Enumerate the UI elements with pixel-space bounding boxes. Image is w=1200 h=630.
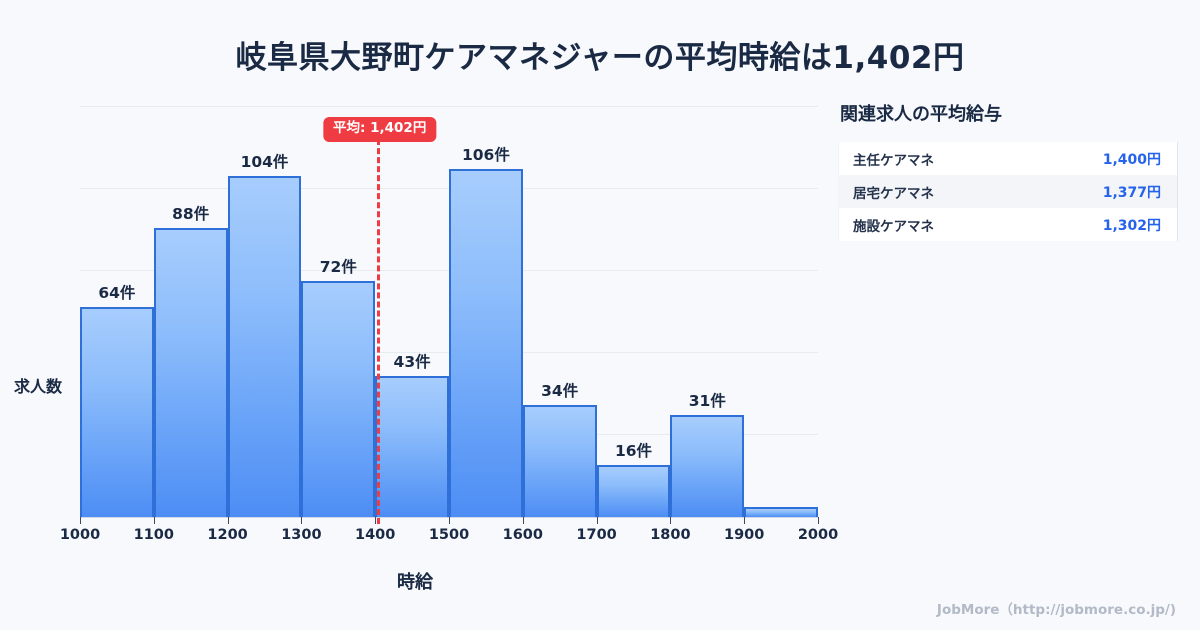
footer-watermark: JobMore（http://jobmore.co.jp/) (936, 602, 1176, 618)
x-axis-tick-label: 1000 (59, 527, 101, 543)
bar (80, 307, 154, 517)
bar (744, 507, 818, 517)
bar (227, 175, 302, 517)
x-axis-tick-label: 1400 (355, 527, 396, 543)
x-axis-tick-mark (375, 517, 377, 524)
x-axis-tick-label: 1300 (281, 527, 322, 543)
bar-value-label: 72件 (319, 257, 357, 276)
salary-row-value: 1,377円 (1102, 184, 1161, 201)
plot-area: 64件 88件 104件 72件 43件 106件 34件 16件 31件 平均: 1,402円 (80, 97, 818, 524)
x-axis-tick-label: 1200 (207, 527, 248, 543)
bar-value-label: 31件 (688, 392, 726, 411)
x-axis-tick-label: 1900 (724, 527, 765, 543)
average-line: 平均: 1,402円 (323, 117, 437, 524)
bar-value-label: 104件 (240, 152, 289, 171)
x-axis-tick-mark (301, 517, 303, 524)
y-axis-label: 求人数 (14, 377, 63, 396)
bar-value-label: 88件 (172, 205, 210, 224)
bar (153, 228, 228, 517)
salary-row-name: 主任ケアマネ (853, 152, 934, 169)
bar-value-label: 43件 (393, 352, 431, 371)
salary-table-row: 居宅ケアマネ 1,377円 (839, 175, 1177, 208)
x-axis-tick-mark (522, 517, 524, 524)
x-axis-tick-label: 1700 (576, 527, 617, 543)
x-axis-tick-label: 1500 (428, 527, 470, 543)
salary-row-value: 1,302円 (1102, 217, 1161, 234)
x-axis-tick-label: 1100 (133, 527, 174, 543)
salary-row-value: 1,400円 (1102, 151, 1161, 168)
side-panel-title: 関連求人の平均給与 (840, 104, 1002, 125)
x-axis-tick-mark (227, 517, 229, 524)
bar (449, 169, 523, 517)
x-axis-tick-mark (596, 517, 598, 524)
salary-table-row: 施設ケアマネ 1,302円 (839, 208, 1177, 241)
histogram-chart: 求人数 64件 88件 104件 72件 43件 106件 34件 16件 31件 平均: 1,… (0, 90, 838, 600)
bar-value-label: 16件 (614, 441, 653, 460)
salary-row-name: 施設ケアマネ (853, 218, 934, 235)
x-axis-tick-mark (744, 517, 746, 524)
gridline (80, 105, 818, 107)
bar (375, 375, 449, 517)
bar (670, 415, 745, 517)
x-axis-tick-mark (818, 517, 819, 524)
page-title: 岐阜県大野町ケアマネジャーの平均時給は1,402円 (235, 40, 965, 76)
x-axis-tick-mark (670, 517, 672, 524)
x-axis-tick-mark (80, 517, 81, 524)
salary-row-name: 居宅ケアマネ (853, 185, 934, 202)
bar-value-label: 106件 (461, 146, 510, 165)
x-axis-tick-label: 2000 (797, 527, 839, 543)
bar-value-label: 34件 (541, 382, 579, 401)
x-axis-tick-label: 1600 (502, 527, 543, 543)
x-axis-tick-mark (449, 517, 450, 524)
bar (522, 405, 597, 517)
related-salary-panel: 関連求人の平均給与 主任ケアマネ 1,400円居宅ケアマネ 1,377円施設ケアマネ… (838, 100, 1178, 241)
x-axis-tick-label: 1800 (650, 527, 691, 543)
salary-table-row: 主任ケアマネ 1,400円 (839, 142, 1177, 175)
bar (301, 280, 376, 517)
bar-value-label: 64件 (98, 284, 136, 302)
salary-table: 主任ケアマネ 1,400円居宅ケアマネ 1,377円施設ケアマネ 1,302円 (838, 142, 1178, 241)
bar (596, 464, 671, 517)
x-axis-tick-mark (153, 517, 155, 524)
x-axis-label: 時給 (397, 572, 433, 593)
average-badge: 平均: 1,402円 (323, 117, 437, 142)
